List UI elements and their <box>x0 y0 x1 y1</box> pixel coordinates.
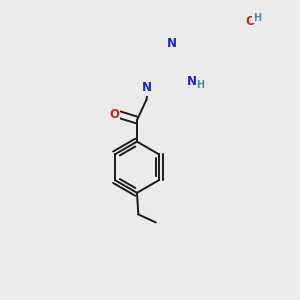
Text: O: O <box>109 108 119 121</box>
Text: H: H <box>253 13 261 22</box>
Text: H: H <box>196 80 204 90</box>
Text: O: O <box>245 15 255 28</box>
Text: N: N <box>187 75 197 88</box>
Text: N: N <box>141 81 152 94</box>
Text: N: N <box>167 37 177 50</box>
